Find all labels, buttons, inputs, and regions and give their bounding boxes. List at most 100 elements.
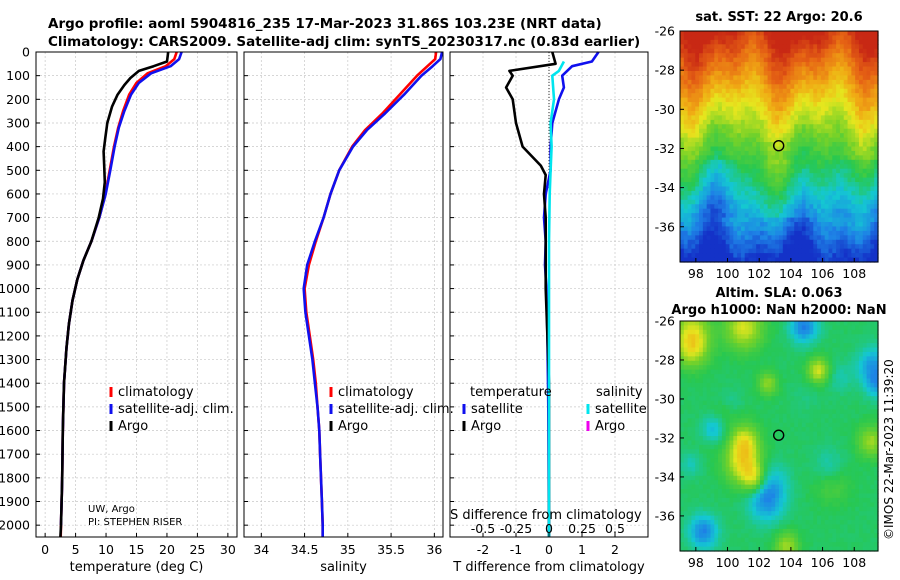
map-cell (786, 484, 792, 490)
map-cell (680, 325, 685, 331)
map-cell (683, 35, 689, 41)
map-cell (805, 146, 811, 152)
map-cell (866, 360, 871, 366)
map-cell (737, 453, 742, 459)
map-cell (756, 253, 761, 259)
map-cell (756, 133, 761, 139)
map-cell (725, 356, 731, 362)
map-cell (843, 321, 849, 327)
map-cell (725, 39, 731, 45)
map-cell (832, 133, 837, 139)
map-cell (699, 146, 704, 152)
map-cell (851, 347, 856, 353)
map-cell (748, 427, 753, 433)
map-cell (798, 325, 803, 331)
map-cell (680, 462, 685, 468)
map-cell (702, 164, 708, 170)
map-cell (824, 338, 830, 344)
map-cell (858, 436, 864, 442)
map-cell (737, 159, 742, 165)
map-cell (680, 431, 685, 437)
map-cell (855, 409, 860, 415)
map-cell (828, 119, 833, 125)
map-cell (729, 190, 734, 196)
map-cell (683, 338, 689, 344)
map-cell (718, 334, 723, 340)
map-cell (790, 222, 795, 228)
map-cell (824, 427, 830, 433)
map-cell (870, 444, 875, 450)
map-cell (794, 39, 799, 45)
map-cell (828, 369, 833, 375)
map-cell (756, 257, 761, 263)
map-cell (836, 31, 841, 37)
map-cell (786, 177, 792, 183)
map-cell (813, 253, 818, 259)
map-cell (729, 427, 734, 433)
map-cell (729, 115, 734, 121)
map-cell (775, 334, 780, 340)
map-cell (699, 431, 704, 437)
map-cell (763, 369, 769, 375)
map-cell (699, 164, 704, 170)
map-cell (771, 159, 776, 165)
map-cell (699, 133, 704, 139)
map-cell (813, 226, 818, 232)
map-cell (699, 128, 704, 134)
map-cell (718, 115, 723, 121)
map-cell (771, 57, 776, 63)
map-cell (805, 217, 811, 223)
map-cell (756, 400, 761, 406)
map-cell (801, 97, 807, 103)
map-cell (828, 405, 833, 411)
map-cell (839, 338, 845, 344)
map-cell (794, 466, 799, 472)
map-cell (836, 484, 841, 490)
map-cell (695, 84, 700, 90)
map-cell (855, 137, 860, 143)
map-cell (813, 93, 818, 99)
map-cell (839, 190, 845, 196)
map-cell (683, 413, 689, 419)
map-cell (839, 351, 845, 357)
map-cell (782, 75, 788, 81)
map-cell (725, 338, 731, 344)
map-cell (790, 369, 795, 375)
map-cell (771, 106, 776, 112)
map-cell (691, 239, 696, 245)
map-cell (775, 405, 780, 411)
map-cell (763, 489, 769, 495)
map-cell (801, 374, 807, 380)
map-cell (779, 248, 784, 254)
map-cell (782, 444, 788, 450)
map-cell (839, 133, 845, 139)
map-cell (687, 235, 693, 241)
map-cell (718, 217, 723, 223)
map-cell (851, 106, 856, 112)
map-cell (794, 449, 799, 455)
map-cell (740, 208, 746, 214)
map-cell (752, 79, 757, 85)
map-cell (836, 382, 841, 388)
map-cell (706, 75, 712, 81)
map-cell (710, 48, 715, 54)
map-cell (737, 84, 742, 90)
map-cell (779, 173, 784, 179)
map-cell (836, 119, 841, 125)
map-cell (862, 226, 868, 232)
map-cell (706, 489, 712, 495)
map-cell (756, 356, 761, 362)
map-cell (710, 418, 715, 424)
map-cell (702, 334, 708, 340)
map-cell (756, 146, 761, 152)
map-cell (744, 75, 750, 81)
map-cell (820, 190, 826, 196)
map-cell (687, 217, 693, 223)
map-cell (748, 235, 753, 241)
map-cell (718, 186, 723, 192)
map-cell (786, 436, 792, 442)
map-cell (695, 343, 700, 349)
map-cell (790, 31, 795, 37)
map-cell (702, 351, 708, 357)
map-cell (710, 31, 715, 37)
